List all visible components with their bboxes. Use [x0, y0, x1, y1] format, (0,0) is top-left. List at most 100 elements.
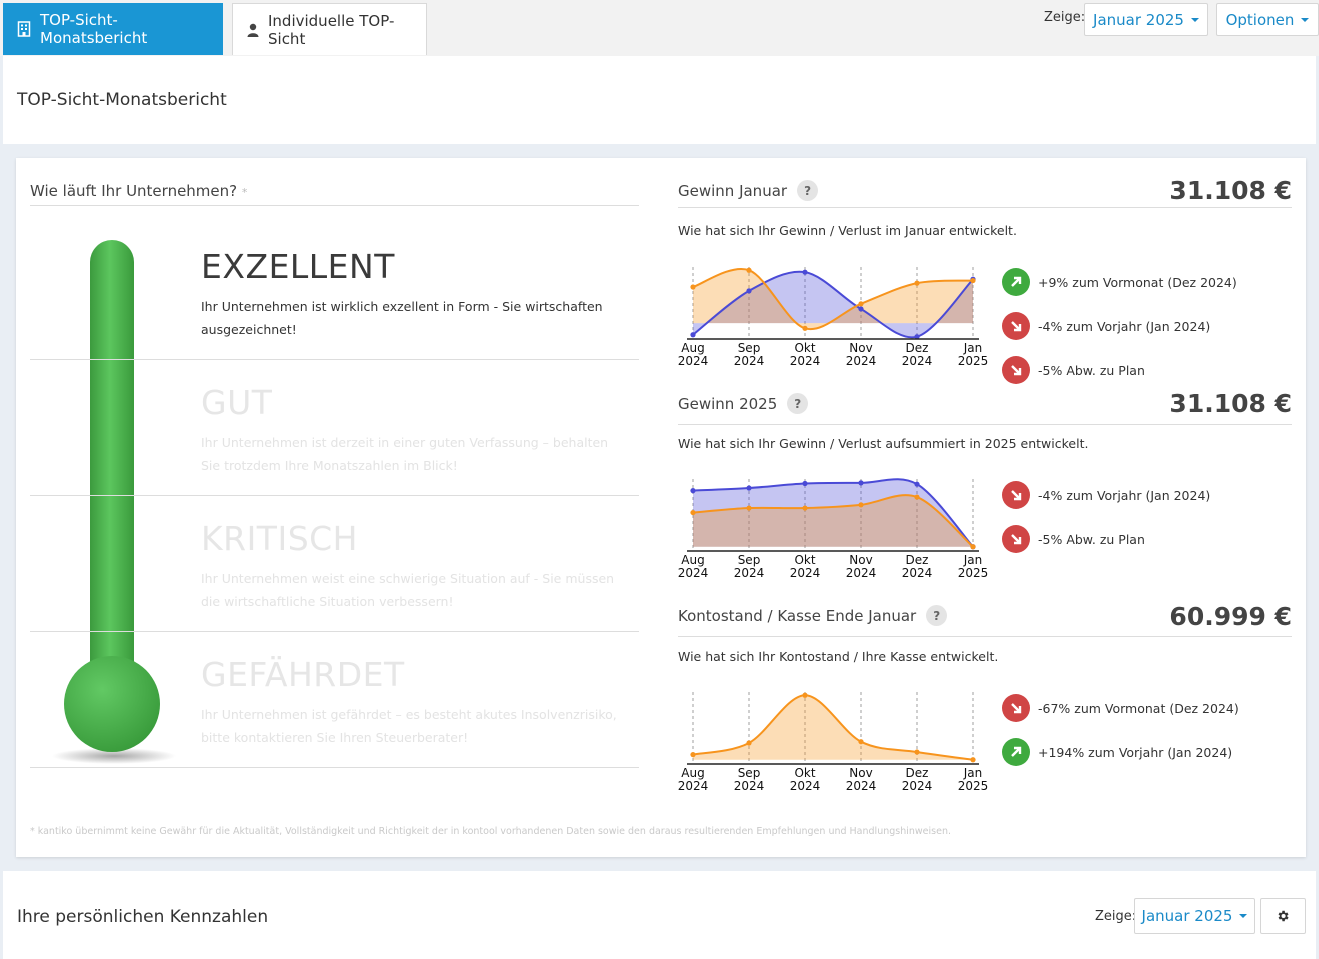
delta-plan: -5% Abw. zu Plan [1002, 525, 1145, 553]
data-point [914, 481, 920, 487]
tick-label-month: Okt [794, 553, 815, 567]
gear-icon [1278, 910, 1289, 922]
tab-top-sicht-monatsbericht[interactable]: TOP-Sicht-Monatsbericht [3, 3, 223, 55]
data-point [746, 485, 752, 491]
metric-title-gewinn-januar: Gewinn Januar ? [678, 180, 819, 201]
tick-label-month: Aug [681, 341, 704, 355]
series-area [693, 271, 973, 338]
thermometer-graphic [52, 240, 176, 764]
top-tab-bar: TOP-Sicht-Monatsbericht Individuelle TOP… [0, 0, 1319, 56]
tick-label-year: 2024 [790, 566, 821, 580]
tick-label-month: Okt [794, 341, 815, 355]
metric-title-text: Kontostand / Kasse Ende Januar [678, 606, 917, 625]
delta-text: -5% Abw. zu Plan [1038, 362, 1145, 378]
divider [678, 424, 1292, 425]
status-question: Wie läuft Ihr Unternehmen? * [30, 182, 247, 200]
level-description: Ihr Unternehmen weist eine schwierige Si… [201, 571, 615, 609]
level-name: GUT [201, 383, 273, 422]
data-point [746, 267, 752, 273]
metric-value: 31.108 € [1169, 389, 1292, 418]
tick-label-month: Aug [681, 553, 704, 567]
data-point [802, 505, 808, 511]
data-point [970, 544, 976, 550]
tick-label-year: 2025 [958, 354, 989, 368]
tick-label-month: Dez [906, 766, 929, 780]
building-icon [17, 21, 31, 37]
tick-label-year: 2024 [902, 566, 933, 580]
data-point [858, 301, 864, 307]
delta-text: -5% Abw. zu Plan [1038, 531, 1145, 547]
tick-label-year: 2024 [678, 354, 709, 368]
tick-label-month: Nov [849, 766, 872, 780]
tab-individuelle-top-sicht[interactable]: Individuelle TOP-Sicht [232, 3, 427, 55]
delta-plan: -5% Abw. zu Plan [1002, 356, 1145, 384]
series-line [692, 270, 974, 339]
period-value: Januar 2025 [1093, 10, 1184, 29]
data-point [914, 749, 920, 755]
divider [30, 495, 639, 496]
delta-text: +9% zum Vormonat (Dez 2024) [1038, 274, 1237, 290]
data-point [858, 502, 864, 508]
data-point [746, 505, 752, 511]
tick-label-year: 2024 [846, 779, 877, 793]
status-level-good: GUT Ihr Unternehmen ist derzeit in einer… [201, 386, 631, 477]
header-panel: TOP-Sicht-Monatsbericht [3, 56, 1316, 144]
delta-vorjahr: -4% zum Vorjahr (Jan 2024) [1002, 312, 1210, 340]
show-label: Zeige: [1095, 909, 1137, 924]
status-level-endangered: GEFÄHRDET Ihr Unternehmen ist gefährdet … [201, 658, 631, 749]
data-point [690, 284, 696, 290]
help-icon[interactable]: ? [797, 180, 819, 201]
status-level-excellent: EXZELLENT Ihr Unternehmen ist wirklich e… [201, 250, 631, 341]
divider [678, 207, 1292, 208]
caret-down-icon [1190, 17, 1199, 22]
tick-label-month: Okt [794, 766, 815, 780]
caret-down-icon [1239, 914, 1248, 918]
help-icon[interactable]: ? [787, 393, 809, 414]
asterisk: * [241, 186, 248, 199]
data-point [970, 277, 976, 284]
tick-label-year: 2024 [902, 779, 933, 793]
tick-label-month: Jan [963, 553, 983, 567]
tick-label-month: Jan [963, 766, 983, 780]
tick-label-month: Sep [738, 766, 761, 780]
data-point [914, 280, 920, 286]
arrow-up-right-icon [1002, 268, 1030, 296]
metric-subtitle: Wie hat sich Ihr Gewinn / Verlust im Jan… [678, 223, 1017, 238]
arrow-down-right-icon [1002, 481, 1030, 509]
metric-title-text: Gewinn Januar [678, 181, 788, 200]
data-point [690, 752, 696, 758]
data-point [970, 757, 976, 763]
delta-text: +194% zum Vorjahr (Jan 2024) [1038, 744, 1233, 760]
status-question-text: Wie läuft Ihr Unternehmen? [30, 182, 238, 200]
status-level-critical: KRITISCH Ihr Unternehmen weist eine schw… [201, 522, 631, 613]
data-point [802, 269, 808, 275]
tick-label-month: Dez [906, 553, 929, 567]
period-dropdown[interactable]: Januar 2025 [1084, 3, 1208, 36]
level-name: GEFÄHRDET [201, 655, 405, 694]
level-name: KRITISCH [201, 519, 358, 558]
data-point [802, 692, 808, 698]
data-point [746, 740, 752, 746]
delta-text: -67% zum Vormonat (Dez 2024) [1038, 700, 1239, 716]
tick-label-year: 2024 [846, 566, 877, 580]
delta-text: -4% zum Vorjahr (Jan 2024) [1038, 318, 1211, 334]
tick-label-month: Aug [681, 766, 704, 780]
data-point [690, 509, 696, 516]
tab-label: Individuelle TOP-Sicht [268, 11, 395, 48]
disclaimer: * kantiko übernimmt keine Gewähr für die… [30, 826, 951, 837]
arrow-down-right-icon [1002, 525, 1030, 553]
tick-label-month: Jan [963, 341, 983, 355]
options-dropdown[interactable]: Optionen [1216, 3, 1319, 36]
data-point [690, 332, 696, 338]
caret-down-icon [1301, 17, 1310, 22]
series-line [692, 494, 974, 548]
page-title: TOP-Sicht-Monatsbericht [17, 90, 227, 110]
series-area [693, 695, 973, 760]
report-card: Wie läuft Ihr Unternehmen? * EXZELLENT I… [16, 158, 1306, 857]
help-icon[interactable]: ? [926, 605, 948, 626]
kennzahlen-period-dropdown[interactable]: Januar 2025 [1134, 898, 1255, 934]
tick-label-year: 2024 [846, 354, 877, 368]
tick-label-month: Nov [849, 341, 872, 355]
delta-vorjahr: +194% zum Vorjahr (Jan 2024) [1002, 738, 1232, 766]
settings-button[interactable] [1260, 898, 1306, 934]
